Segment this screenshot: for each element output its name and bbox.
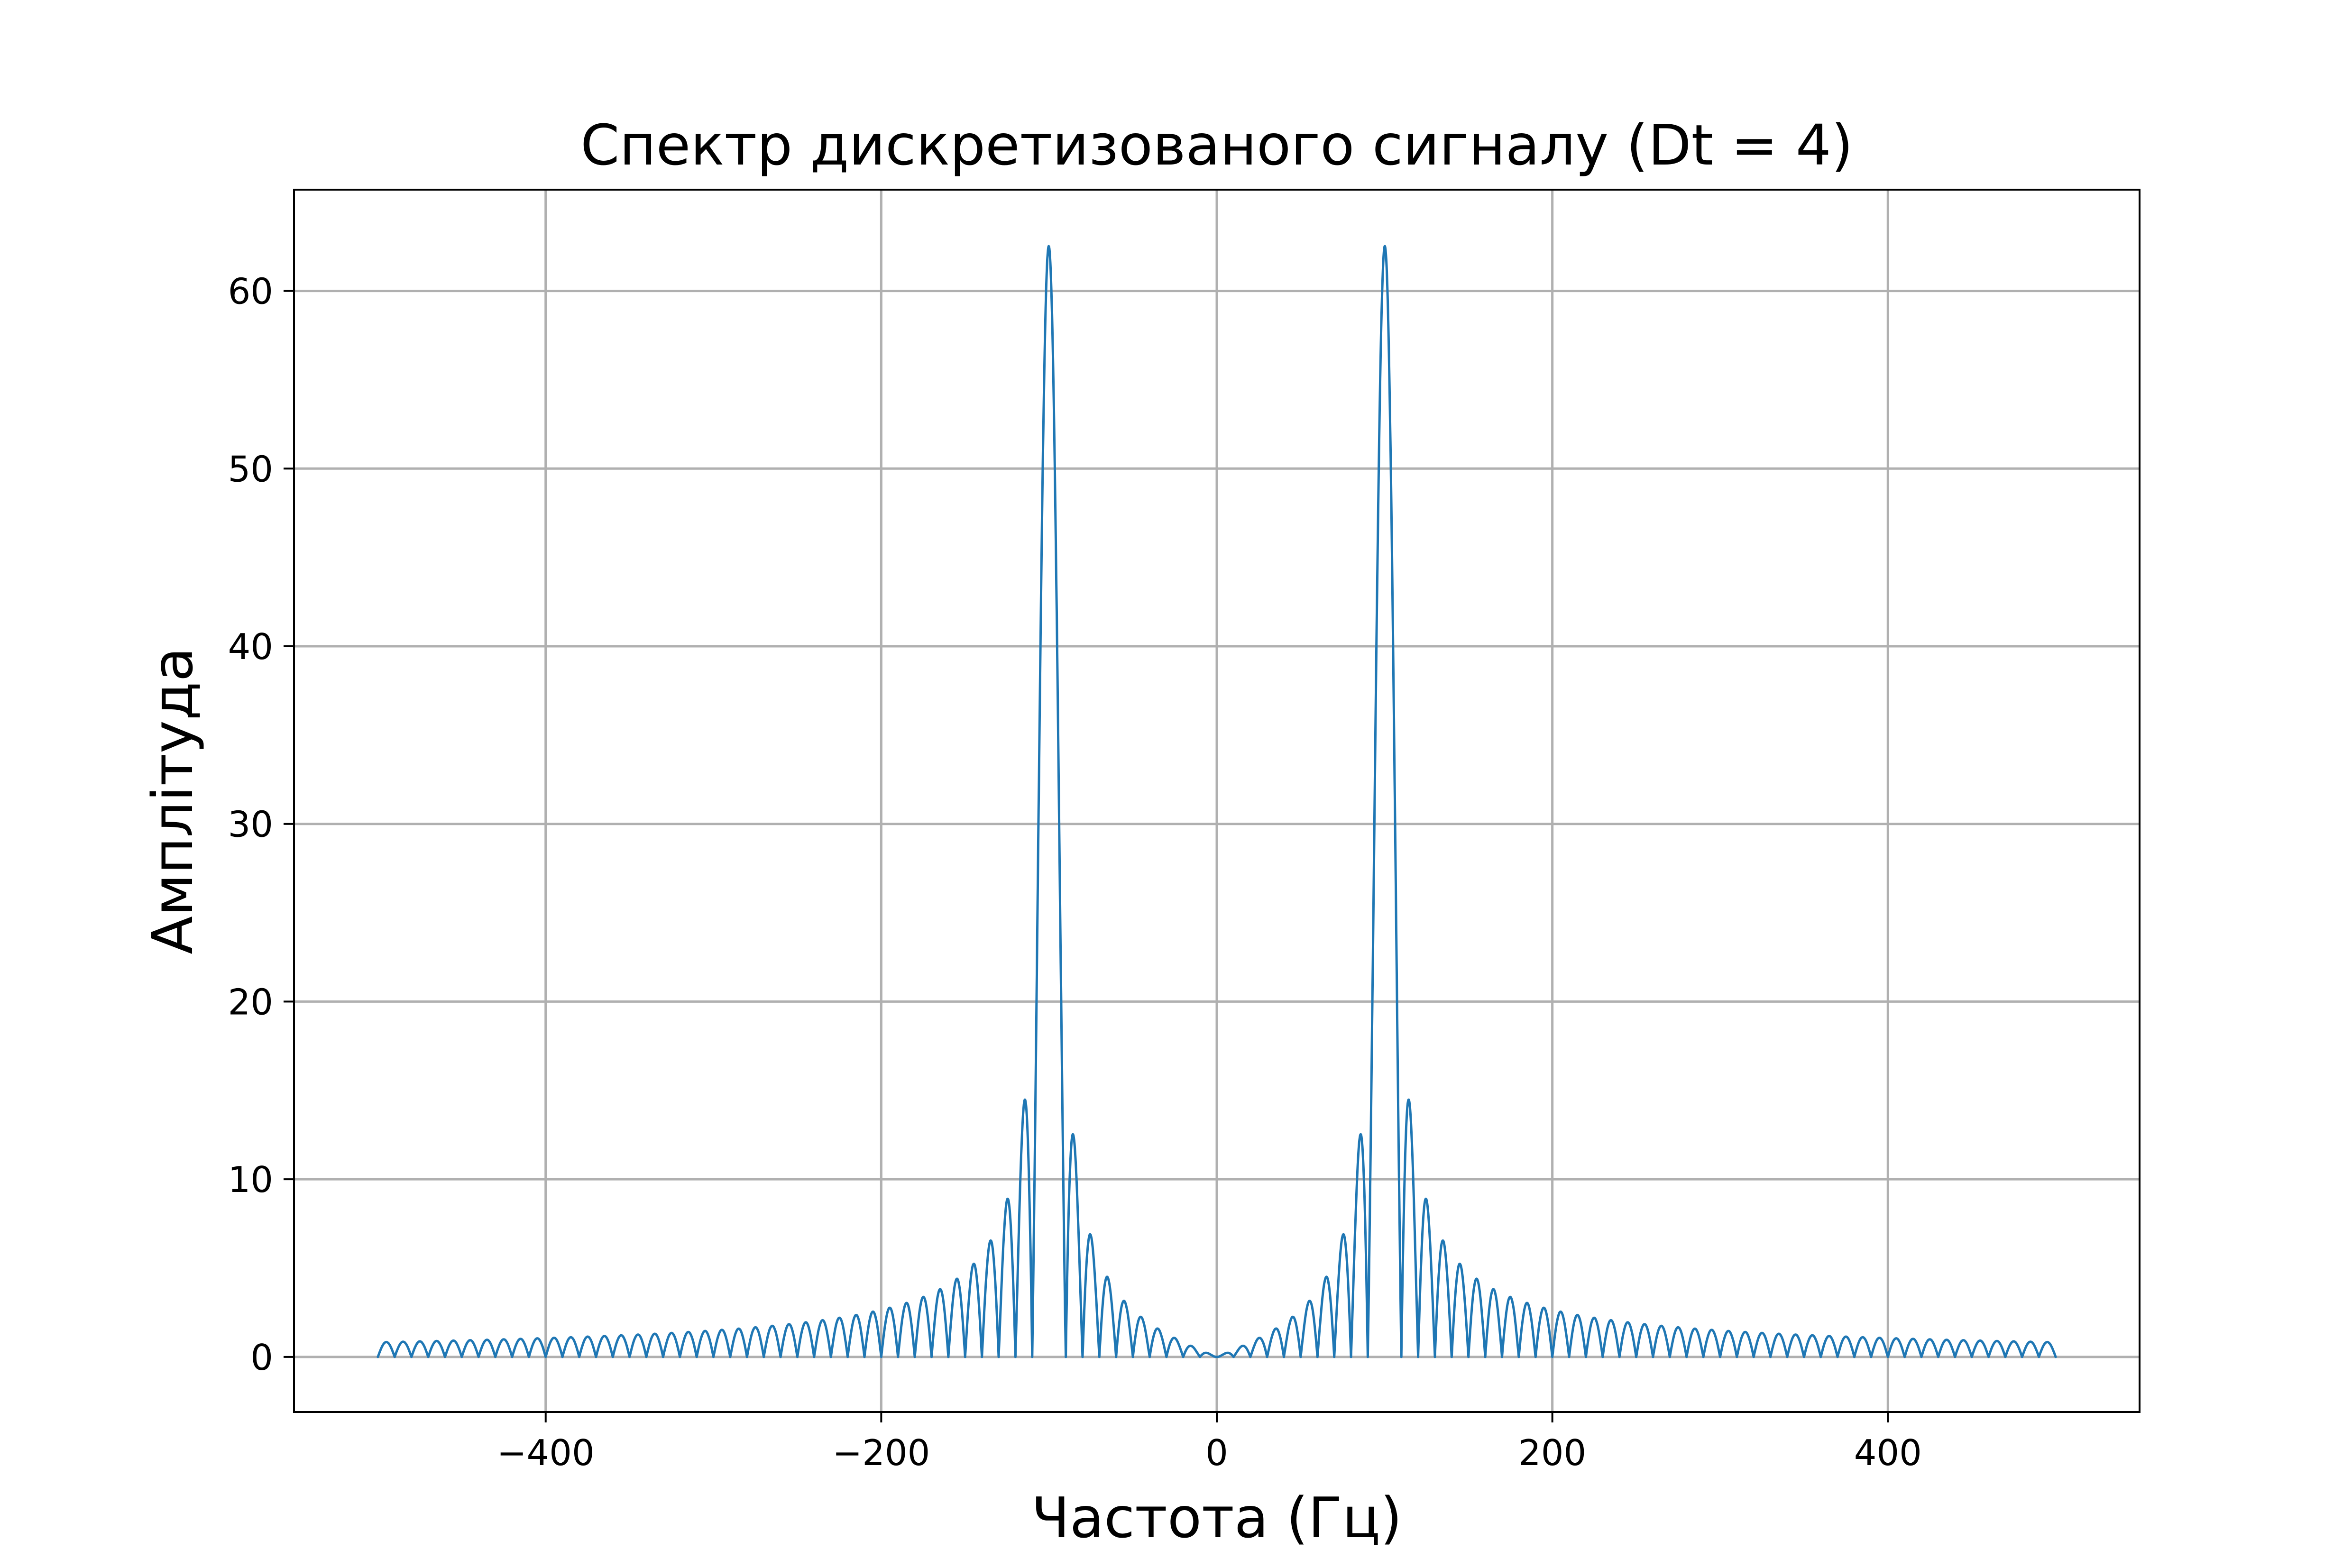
x-tick-label: −400 [497,1432,595,1474]
x-axis-label: Частота (Гц) [1031,1485,1402,1550]
ticks: −400 −200 0 200 400 0 10 20 30 40 50 60 [228,271,1922,1474]
y-tick-label: 20 [228,981,273,1023]
y-tick-label: 50 [228,448,273,490]
y-tick-label: 10 [228,1159,273,1201]
x-tick-label: 0 [1205,1432,1228,1474]
y-tick-label: 30 [228,804,273,845]
y-tick-label: 60 [228,271,273,312]
series-group [377,245,2057,1358]
x-tick-label: 200 [1518,1432,1586,1474]
y-tick-label: 40 [228,626,273,668]
x-tick-label: 400 [1854,1432,1922,1474]
grid [294,190,2140,1412]
y-axis-label: Амплітуда [140,647,205,954]
chart-title: Спектр дискретизованого сигналу (Dt = 4) [580,112,1853,178]
y-tick-label: 0 [250,1337,273,1378]
spectrum-line [377,245,2057,1358]
x-tick-label: −200 [832,1432,930,1474]
